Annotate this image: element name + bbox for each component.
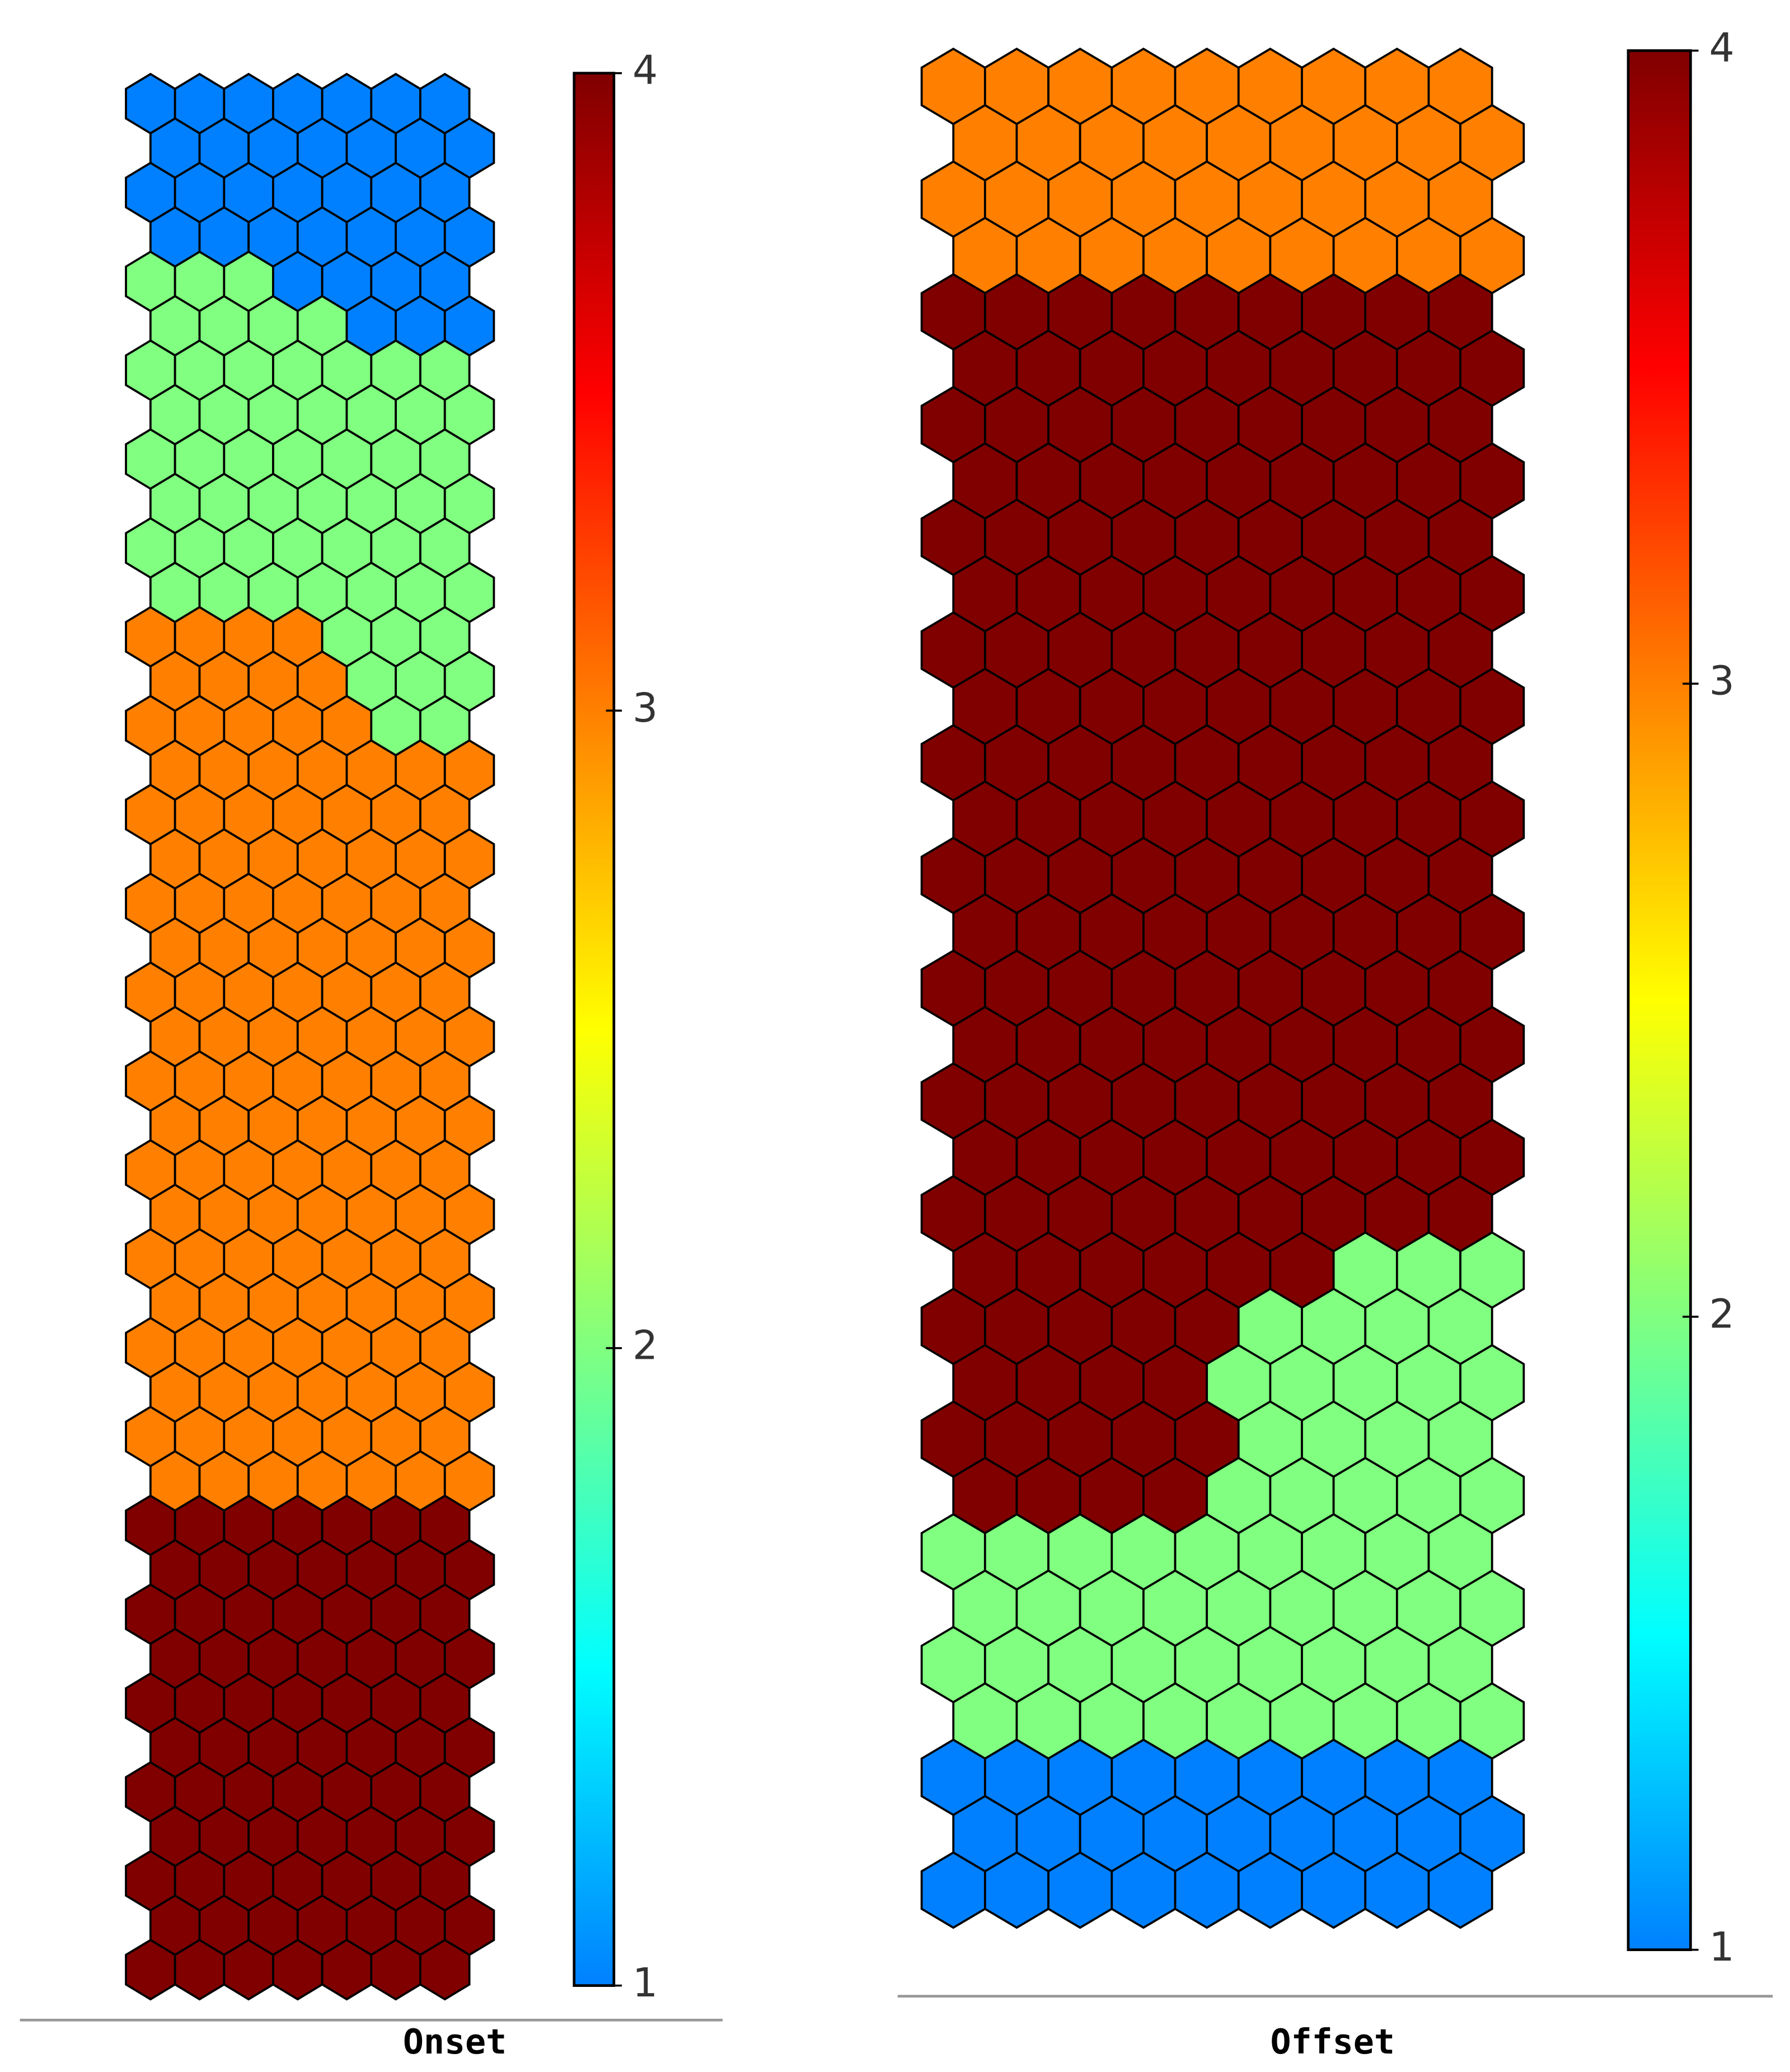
colorbar-tick-label: 4 [632,47,658,93]
hex-cell [419,1939,471,2001]
colorbar-tick-label: 2 [632,1322,658,1368]
colorbar-tick-label: 1 [632,1959,658,2006]
x-axis-label: Offset [1271,2022,1395,2062]
x-axis-label: Onset [403,2022,507,2062]
hex-cell [1427,1851,1493,1929]
colorbar-tick-label: 3 [632,685,658,731]
colorbar-tick-label: 1 [1709,1924,1734,1970]
colorbar [1627,49,1692,1952]
hex-map [125,73,495,2001]
colorbar-tick-label: 3 [1709,658,1734,704]
colorbar-tick-label: 2 [1709,1290,1734,1337]
colorbar [573,72,616,1987]
hex-map [920,48,1525,1929]
colorbar-tick-label: 4 [1709,25,1734,71]
